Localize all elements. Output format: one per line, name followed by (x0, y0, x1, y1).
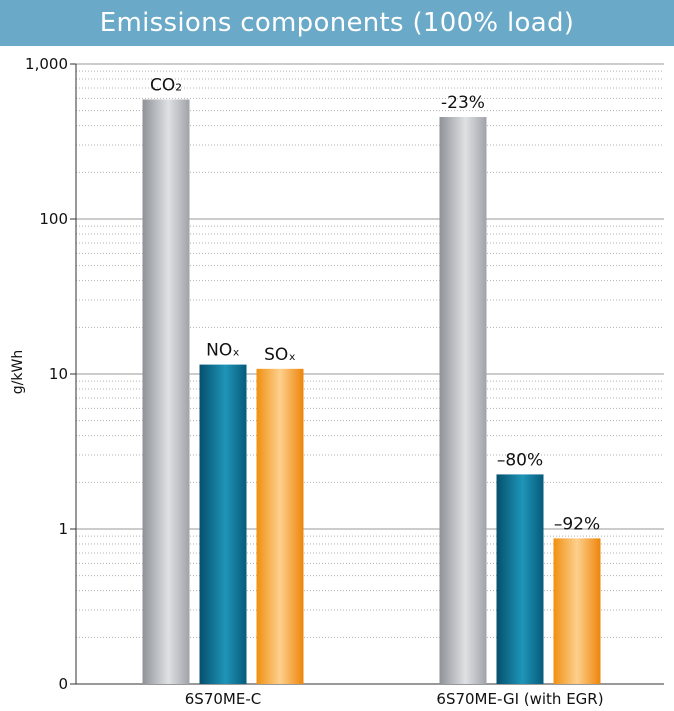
bar-sox-2 (553, 538, 601, 684)
bar-nox-1 (199, 364, 247, 684)
data-label: –92% (554, 514, 600, 534)
data-label: –80% (497, 450, 543, 470)
data-label: -23% (441, 93, 485, 113)
data-label: CO₂ (150, 76, 182, 96)
bar-co2-2 (439, 117, 487, 684)
x-category-label: 6S70ME-C (185, 690, 261, 708)
data-label: NOₓ (206, 341, 240, 361)
chart-title: Emissions components (100% load) (0, 0, 674, 46)
y-tick-label: 1 (58, 520, 68, 538)
bar-co2-1 (142, 99, 190, 684)
y-tick-label: 100 (39, 210, 68, 228)
data-label: SOₓ (264, 345, 296, 365)
bar-nox-2 (496, 474, 544, 684)
y-tick-label: 0 (58, 675, 68, 693)
x-category-label: 6S70ME-GI (with EGR) (436, 690, 603, 708)
bar-sox-1 (256, 368, 304, 684)
y-axis-label: g/kWh (10, 350, 26, 394)
y-tick-label: 1,000 (25, 55, 68, 73)
y-tick-label: 10 (49, 365, 68, 383)
